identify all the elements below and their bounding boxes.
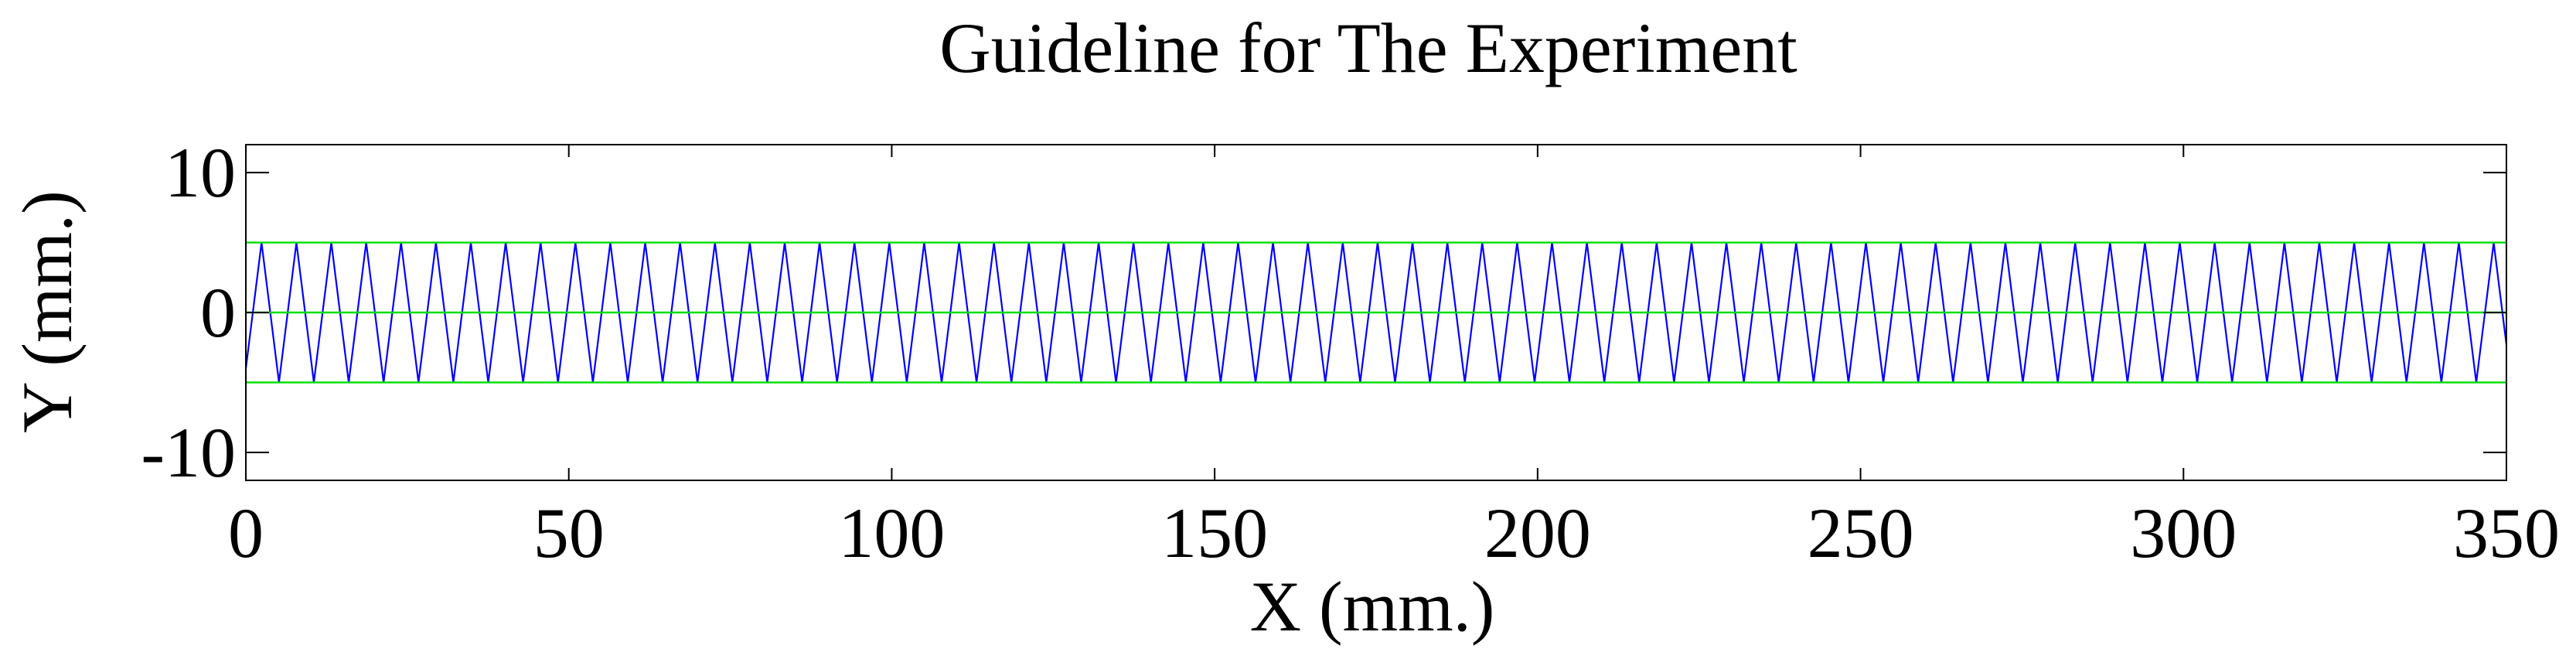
chart-title: Guideline for The Experiment (939, 9, 1797, 87)
y-tick-label: 0 (200, 273, 236, 352)
x-tick-label: 200 (1484, 494, 1591, 572)
x-axis-label: X (mm.) (1250, 567, 1495, 646)
y-tick-label: -10 (141, 413, 236, 492)
plot-area (244, 144, 2508, 481)
x-tick-label: 250 (1808, 494, 1914, 572)
x-tick-label: 300 (2130, 494, 2237, 572)
x-tick-label: 350 (2453, 494, 2560, 572)
x-axis-ticks: 0 50 100 150 200 250 300 350 (228, 145, 2560, 572)
x-tick-label: 100 (838, 494, 945, 572)
x-tick-label: 0 (228, 494, 264, 572)
y-axis-ticks: 10 0 -10 (141, 133, 2506, 492)
y-tick-label: 10 (165, 133, 236, 212)
x-tick-label: 50 (533, 494, 605, 572)
x-tick-label: 150 (1161, 494, 1268, 572)
y-axis-label: Y (mm.) (8, 190, 87, 432)
